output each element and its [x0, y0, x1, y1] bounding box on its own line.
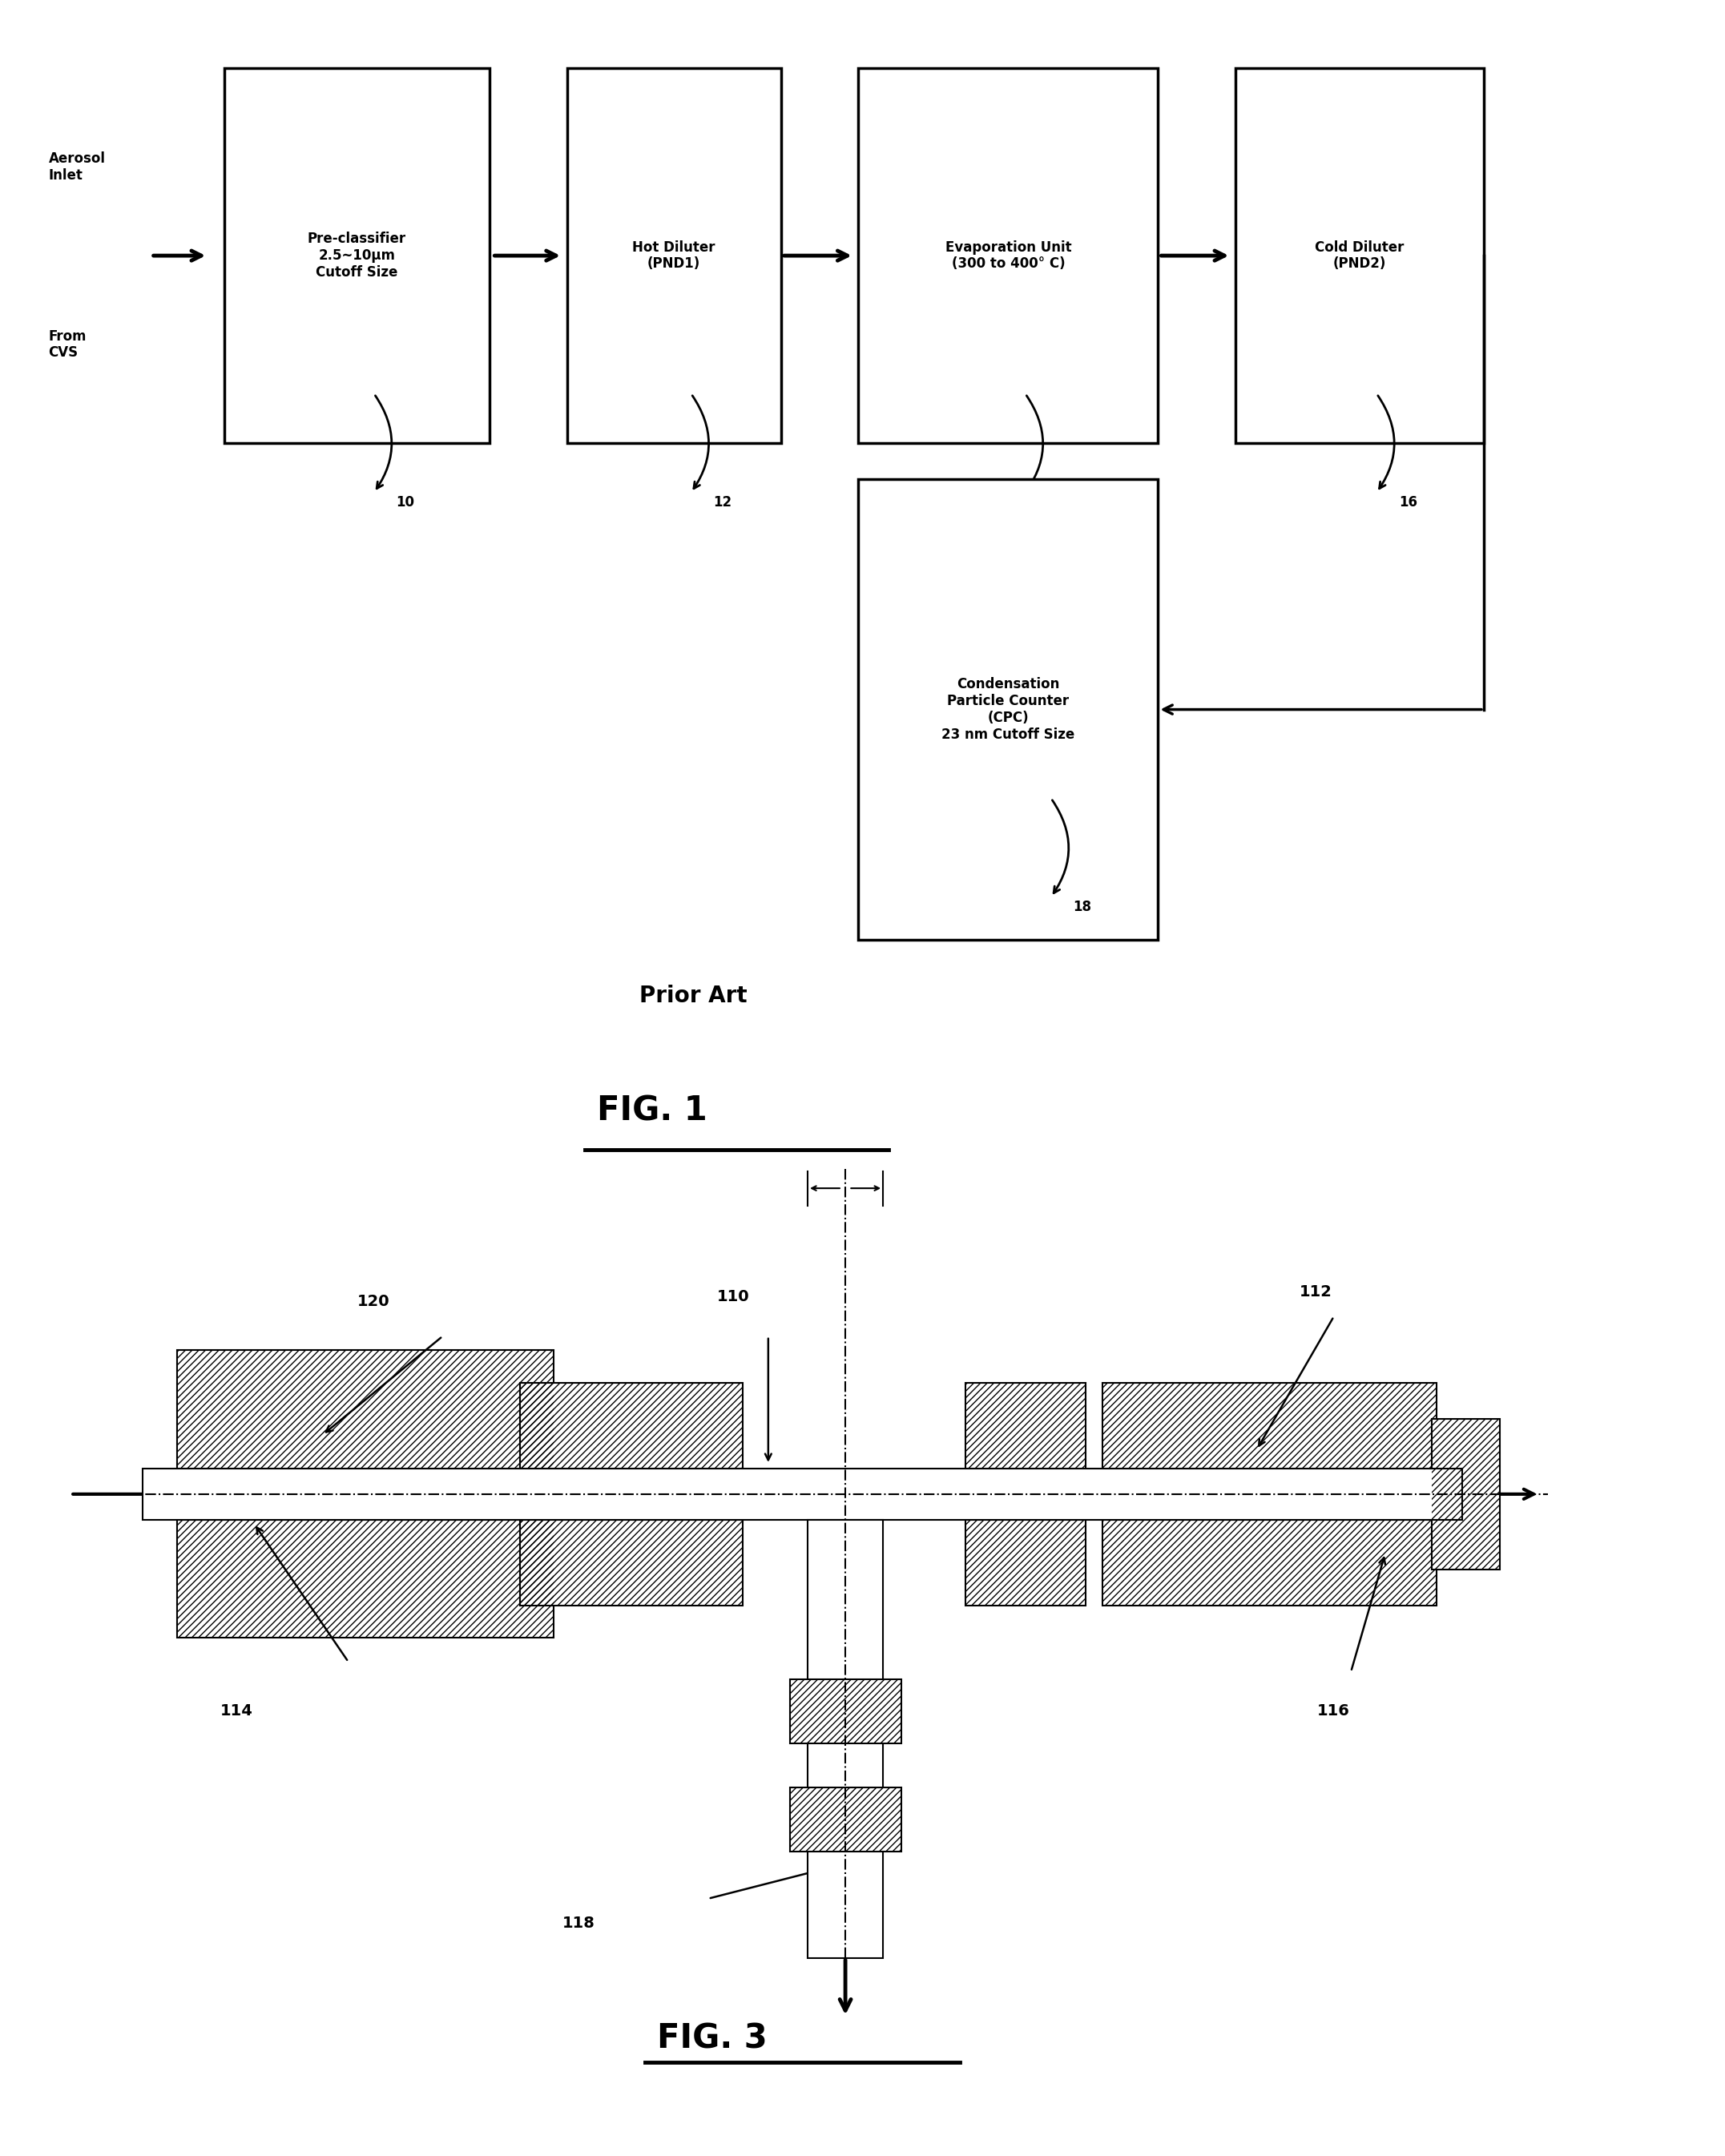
Text: 10: 10 [397, 496, 414, 509]
Bar [178, 1520, 554, 1639]
Text: 110: 110 [718, 1289, 749, 1304]
Bar [519, 1382, 742, 1468]
Text: Prior Art: Prior Art [640, 985, 747, 1007]
Text: Cold Diluter
(PND2): Cold Diluter (PND2) [1314, 239, 1404, 272]
Bar [178, 1350, 554, 1468]
Bar [966, 1382, 1085, 1468]
Text: From
CVS: From CVS [48, 330, 86, 360]
Bar [1102, 1520, 1437, 1606]
Text: Evaporation Unit
(300 to 400° C): Evaporation Unit (300 to 400° C) [945, 239, 1071, 272]
Bar [859, 479, 1157, 940]
Bar [790, 1680, 900, 1744]
Text: Pre-classifier
2.5~10μm
Cutoff Size: Pre-classifier 2.5~10μm Cutoff Size [307, 233, 405, 280]
Bar [1102, 1382, 1437, 1468]
Bar [966, 1520, 1085, 1606]
Bar [178, 1520, 554, 1639]
Bar [519, 1520, 742, 1606]
Text: 18: 18 [1073, 899, 1092, 914]
Bar [966, 1520, 1085, 1606]
Bar [790, 1787, 900, 1852]
Bar [859, 69, 1157, 444]
Bar [143, 1468, 1463, 1520]
Text: 120: 120 [357, 1294, 390, 1309]
Bar [790, 1787, 900, 1852]
Bar [224, 69, 490, 444]
Bar [178, 1350, 554, 1468]
Text: 116: 116 [1316, 1703, 1349, 1718]
Bar [790, 1680, 900, 1744]
Text: FIG. 3: FIG. 3 [657, 2022, 768, 2055]
Bar [1432, 1419, 1501, 1570]
Text: Hot Diluter
(PND1): Hot Diluter (PND1) [633, 239, 716, 272]
Text: 112: 112 [1299, 1285, 1332, 1300]
Text: 12: 12 [714, 496, 731, 509]
Text: 16: 16 [1399, 496, 1418, 509]
Text: 114: 114 [219, 1703, 252, 1718]
Bar [1432, 1419, 1501, 1570]
Bar [1102, 1382, 1437, 1468]
Text: Condensation
Particle Counter
(CPC)
23 nm Cutoff Size: Condensation Particle Counter (CPC) 23 n… [942, 677, 1075, 742]
Text: 118: 118 [562, 1917, 595, 1932]
Text: Aerosol
Inlet: Aerosol Inlet [48, 151, 105, 183]
Bar [519, 1382, 742, 1468]
Bar [519, 1520, 742, 1606]
Text: 14: 14 [1047, 496, 1066, 509]
Bar [966, 1382, 1085, 1468]
Text: FIG. 1: FIG. 1 [597, 1095, 707, 1128]
Bar [1102, 1520, 1437, 1606]
Bar [807, 1520, 883, 1958]
Bar [568, 69, 781, 444]
Bar [1235, 69, 1484, 444]
